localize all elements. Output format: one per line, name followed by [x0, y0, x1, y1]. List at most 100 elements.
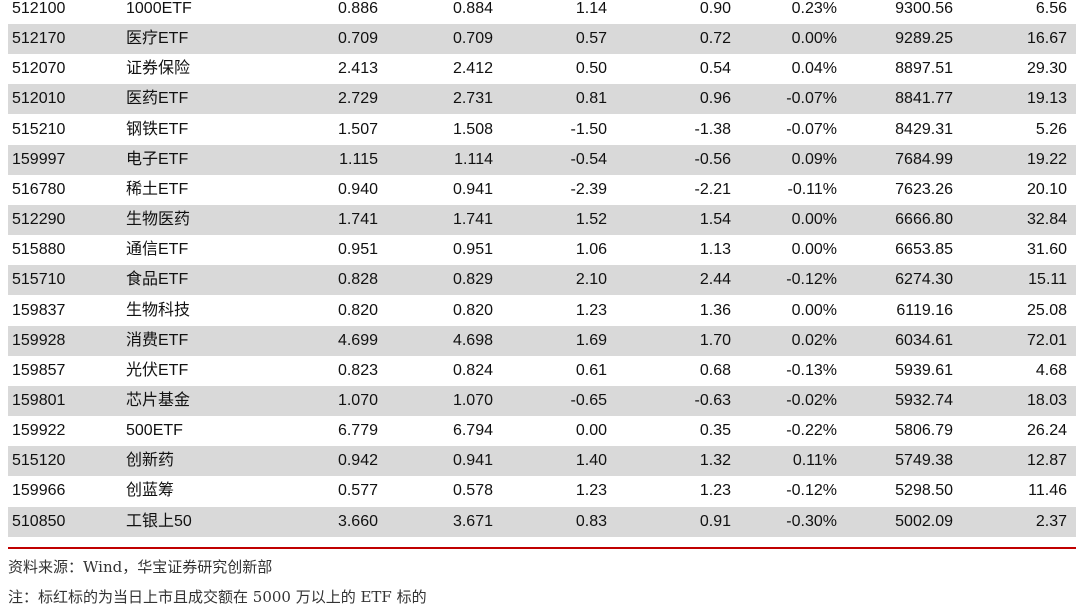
premium-cell: -0.30% [786, 512, 837, 530]
change-cell: -2.39 [570, 180, 607, 198]
name-cell: 创新药 [126, 452, 175, 470]
nav-change-cell: -1.38 [694, 120, 731, 138]
price-cell: 4.698 [452, 331, 493, 349]
code-cell: 512170 [12, 30, 66, 48]
nav-change-cell: 0.90 [699, 0, 731, 17]
name-cell: 医药ETF [126, 90, 189, 108]
turnover-cell: 6034.61 [895, 331, 953, 349]
nav-cell: 0.940 [337, 180, 378, 198]
turnover-cell: 9289.25 [895, 30, 953, 48]
price-cell: 0.709 [452, 30, 493, 48]
code-cell: 159801 [12, 391, 66, 409]
table-row: 159928 消费ETF 4.699 4.698 1.69 1.70 0.02% 6034.6… [8, 325, 1076, 356]
premium-cell: 0.11% [792, 452, 837, 470]
volume-cell: 20.10 [1026, 180, 1067, 198]
volume-cell: 16.67 [1026, 30, 1067, 48]
code-cell: 510850 [12, 512, 66, 530]
nav-cell: 0.942 [337, 452, 378, 470]
nav-cell: 0.823 [337, 361, 378, 379]
premium-cell: 0.02% [791, 331, 837, 349]
table-row: 512070 证券保险 2.413 2.412 0.50 0.54 0.04% 8897.51… [8, 54, 1076, 84]
change-cell: -0.65 [570, 391, 607, 409]
turnover-cell: 5806.79 [895, 422, 953, 440]
name-cell: 光伏ETF [126, 361, 189, 379]
price-cell: 2.731 [452, 90, 493, 108]
nav-change-cell: 0.72 [699, 30, 731, 48]
turnover-cell: 5002.09 [895, 512, 953, 530]
change-cell: 1.14 [575, 0, 607, 17]
volume-cell: 11.46 [1028, 482, 1067, 500]
nav-change-cell: 1.36 [699, 301, 731, 319]
name-cell: 生物医药 [126, 211, 191, 229]
volume-cell: 19.22 [1026, 150, 1067, 168]
code-cell: 159928 [12, 331, 66, 349]
nav-cell: 1.115 [339, 150, 378, 168]
name-cell: 1000ETF [126, 0, 192, 17]
table-row: 159837 生物科技 0.820 0.820 1.23 1.36 0.00% 6119.16… [8, 296, 1076, 326]
source-note: 资料来源：Wind，华宝证券研究创新部 [8, 558, 273, 576]
change-cell: 2.10 [575, 271, 607, 289]
turnover-cell: 6666.80 [895, 211, 953, 229]
code-cell: 159857 [12, 361, 66, 379]
premium-cell: 0.00% [791, 241, 837, 259]
change-cell: -1.50 [570, 120, 607, 138]
price-cell: 1.508 [452, 120, 493, 138]
table-row: 512170 医疗ETF 0.709 0.709 0.57 0.72 0.00% 9289.2… [8, 24, 1076, 55]
name-cell: 创蓝筹 [126, 482, 175, 500]
table-row: 159997 电子ETF 1.115 1.114 -0.54 -0.56 0.09% 7684… [8, 144, 1076, 175]
name-cell: 芯片基金 [126, 391, 191, 409]
nav-change-cell: 0.35 [699, 422, 731, 440]
turnover-cell: 6653.85 [895, 241, 953, 259]
change-cell: 1.06 [575, 241, 607, 259]
nav-change-cell: 1.54 [699, 211, 731, 229]
nav-change-cell: -0.63 [694, 391, 731, 409]
turnover-cell: 9300.56 [895, 0, 953, 17]
nav-cell: 1.741 [337, 211, 378, 229]
premium-cell: -0.12% [786, 271, 837, 289]
change-cell: -0.54 [570, 150, 607, 168]
name-cell: 食品ETF [126, 271, 189, 289]
change-cell: 1.40 [575, 452, 607, 470]
change-cell: 1.52 [575, 211, 607, 229]
code-cell: 515710 [12, 271, 66, 289]
nav-change-cell: 0.96 [699, 90, 731, 108]
nav-cell: 1.070 [337, 391, 378, 409]
code-cell: 159837 [12, 301, 66, 319]
nav-cell: 4.699 [337, 331, 378, 349]
nav-change-cell: 0.91 [699, 512, 731, 530]
turnover-cell: 5298.50 [895, 482, 953, 500]
table-row: 515120 创新药 0.942 0.941 1.40 1.32 0.11% 5749.38 1… [8, 446, 1076, 477]
volume-cell: 4.68 [1035, 361, 1067, 379]
nav-change-cell: 2.44 [699, 271, 731, 289]
price-cell: 2.412 [452, 60, 493, 78]
nav-change-cell: 1.13 [699, 241, 731, 259]
table-row: 515710 食品ETF 0.828 0.829 2.10 2.44 -0.12% 6274.… [8, 265, 1076, 296]
change-cell: 0.57 [575, 30, 607, 48]
code-cell: 159922 [12, 422, 66, 440]
price-cell: 1.741 [452, 211, 493, 229]
name-cell: 工银上50 [126, 512, 192, 530]
volume-cell: 26.24 [1026, 422, 1067, 440]
volume-cell: 72.01 [1026, 331, 1067, 349]
table-row: 510850 工银上50 3.660 3.671 0.83 0.91 -0.30% 5002.… [8, 506, 1076, 537]
nav-change-cell: 0.68 [699, 361, 731, 379]
price-cell: 0.941 [452, 452, 493, 470]
table-row: 159801 芯片基金 1.070 1.070 -0.65 -0.63 -0.02% 5932… [8, 385, 1076, 416]
table-row: 159966 创蓝筹 0.577 0.578 1.23 1.23 -0.12% 5298.50… [8, 476, 1076, 506]
price-cell: 0.951 [452, 241, 493, 259]
nav-cell: 0.886 [337, 0, 378, 17]
change-cell: 0.50 [575, 60, 607, 78]
turnover-cell: 5749.38 [895, 452, 953, 470]
premium-cell: 0.00% [791, 211, 837, 229]
change-cell: 1.69 [575, 331, 607, 349]
nav-cell: 6.779 [337, 422, 378, 440]
nav-cell: 2.729 [337, 90, 378, 108]
price-cell: 0.884 [452, 0, 493, 17]
turnover-cell: 6274.30 [895, 271, 953, 289]
nav-change-cell: 0.54 [699, 60, 731, 78]
nav-cell: 0.951 [337, 241, 378, 259]
table-row: 512010 医药ETF 2.729 2.731 0.81 0.96 -0.07% 8841.… [8, 84, 1076, 115]
volume-cell: 18.03 [1026, 391, 1067, 409]
code-cell: 512290 [12, 211, 66, 229]
price-cell: 3.671 [452, 512, 493, 530]
